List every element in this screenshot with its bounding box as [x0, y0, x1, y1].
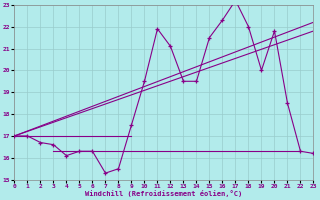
X-axis label: Windchill (Refroidissement éolien,°C): Windchill (Refroidissement éolien,°C): [85, 190, 243, 197]
